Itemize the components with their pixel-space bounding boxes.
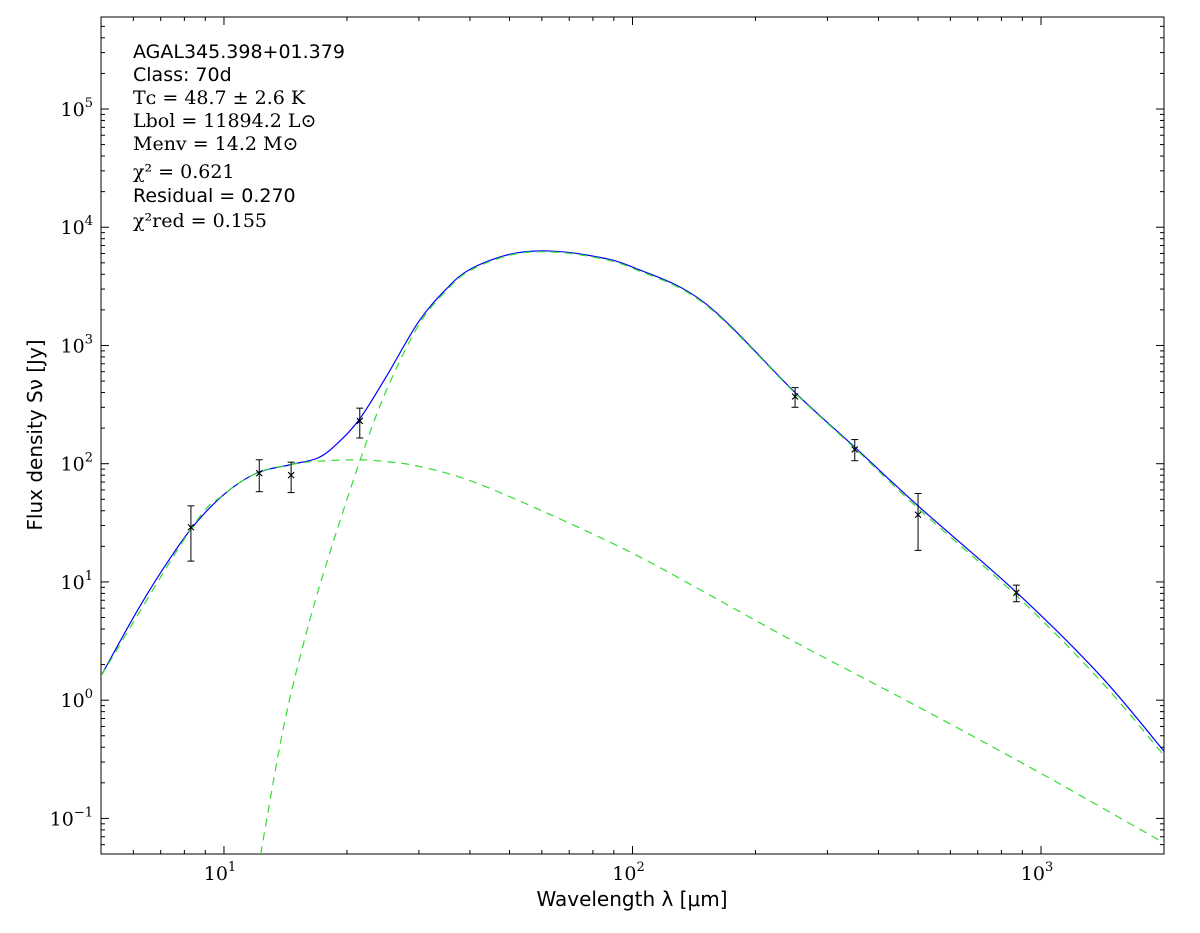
point-marker bbox=[791, 393, 799, 400]
x-tick-label: 103 bbox=[1021, 860, 1053, 885]
luminosity-label: Lbol = 11894.2 L⊙ bbox=[133, 110, 316, 132]
point-marker bbox=[187, 523, 195, 531]
data-point bbox=[356, 407, 364, 439]
data-point bbox=[1012, 584, 1020, 603]
envelope-mass-label: Menv = 14.2 M⊙ bbox=[133, 133, 298, 155]
major-ticks bbox=[101, 17, 1164, 854]
temperature-label: Tᴄ = 48.7 ± 2.6 K bbox=[133, 87, 306, 109]
y-tick-labels: 10−1 100 101 102 103 104 105 bbox=[50, 96, 93, 830]
x-tick-label: 102 bbox=[612, 860, 644, 885]
point-marker bbox=[356, 417, 364, 425]
point-marker bbox=[287, 471, 295, 479]
y-tick-label: 104 bbox=[61, 214, 93, 239]
total-model-curve bbox=[101, 250, 1164, 752]
data-point bbox=[287, 461, 295, 494]
data-point bbox=[914, 492, 922, 551]
y-tick-label: 102 bbox=[61, 451, 93, 476]
data-point bbox=[255, 459, 263, 493]
y-tick-label: 100 bbox=[61, 687, 93, 712]
point-marker bbox=[1012, 589, 1020, 597]
y-tick-label: 101 bbox=[61, 569, 93, 594]
component-curve-2 bbox=[260, 251, 1164, 854]
point-marker bbox=[851, 446, 859, 453]
model-curves bbox=[101, 250, 1164, 854]
component-curve-1 bbox=[101, 459, 1164, 844]
data-point bbox=[791, 387, 799, 408]
x-tick-label: 101 bbox=[204, 860, 236, 885]
reduced-chi-square-label: χ²red = 0.155 bbox=[133, 210, 267, 232]
data-point bbox=[187, 505, 195, 562]
y-tick-label: 10−1 bbox=[50, 805, 93, 830]
chi-square-label: χ² = 0.621 bbox=[133, 161, 235, 183]
point-marker bbox=[914, 511, 922, 519]
fit-annotation: AGAL345.398+01.379 Class: 70d Tᴄ = 48.7 … bbox=[133, 41, 345, 232]
y-tick-label: 105 bbox=[61, 96, 93, 121]
y-tick-label: 103 bbox=[61, 332, 93, 357]
data-points bbox=[187, 387, 1020, 603]
point-marker bbox=[255, 469, 263, 477]
residual-label: Residual = 0.270 bbox=[133, 185, 296, 207]
class-label: Class: 70d bbox=[133, 64, 232, 86]
x-axis-label: Wavelength λ [μm] bbox=[536, 887, 727, 911]
data-point bbox=[851, 439, 859, 462]
y-axis-label: Flux density Sν [Jy] bbox=[23, 339, 47, 530]
minor-ticks bbox=[101, 17, 1164, 854]
source-name: AGAL345.398+01.379 bbox=[133, 41, 345, 63]
x-tick-labels: 101 102 103 bbox=[204, 860, 1054, 885]
